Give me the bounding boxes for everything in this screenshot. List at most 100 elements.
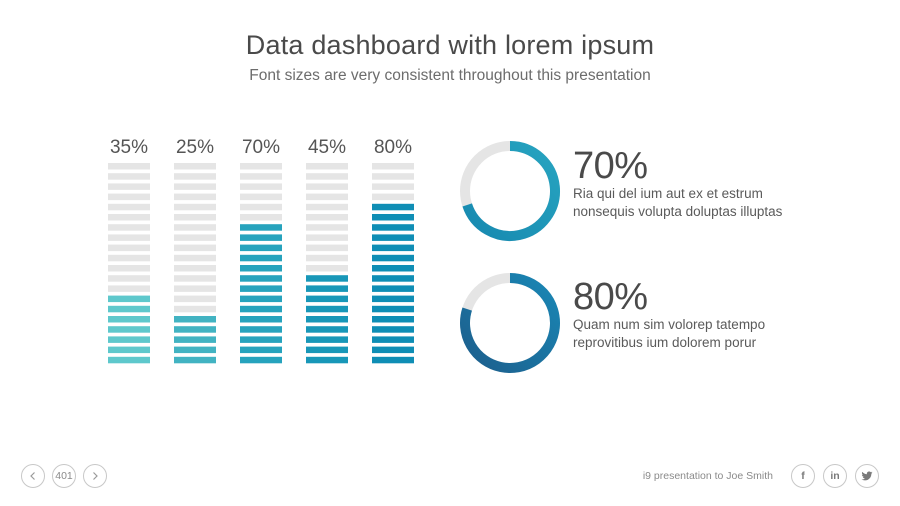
donut-2-text: 80% Quam num sim volorep tatempo reprovi… (573, 278, 765, 352)
bar-segment-filled (240, 346, 282, 354)
bar-segment-empty (306, 254, 348, 262)
bar-segment-filled (372, 326, 414, 333)
bar-segment-filled (306, 275, 348, 282)
bar-segment-filled (306, 316, 348, 323)
bar-segment-empty (174, 285, 216, 292)
donut-1-description-line: nonsequis volupta doluptas illuptas (573, 204, 783, 219)
bar-segment-empty (306, 163, 348, 170)
bar-segment-empty (108, 214, 150, 221)
bar-segment-filled (372, 203, 414, 211)
bar-segment-empty (108, 265, 150, 272)
bar-segment-filled (240, 234, 282, 241)
bar-segment-filled (372, 214, 414, 221)
page-number: 401 (52, 464, 76, 488)
bar-segment-empty (240, 163, 282, 170)
bar-segment-empty (306, 224, 348, 231)
bar-segment-filled (306, 356, 348, 364)
bar-segment-filled (306, 305, 348, 313)
bar-segment-empty (306, 173, 348, 180)
bar-segment-filled (240, 254, 282, 262)
bar-segment-empty (174, 193, 216, 201)
bar-segment-filled (240, 295, 282, 303)
bar-segment-empty (372, 173, 414, 180)
bar-segment-filled (240, 275, 282, 282)
bar-segment-empty (372, 183, 414, 190)
donut-2-description-line: reprovitibus ium dolorem porur (573, 335, 757, 350)
bar-value-label: 35% (110, 137, 148, 158)
bar-segment-filled (372, 275, 414, 282)
bar-segment-empty (174, 163, 216, 170)
bar-segment-filled (306, 326, 348, 333)
bar-segment-filled (240, 356, 282, 364)
bar-value-label: 80% (374, 137, 412, 158)
bar-segment-empty (108, 203, 150, 211)
bar-segment-empty (108, 224, 150, 231)
bar-segment-filled (372, 285, 414, 292)
next-slide-button[interactable] (83, 464, 107, 488)
bar-segment-filled (174, 336, 216, 343)
bar-segment-empty (108, 193, 150, 201)
bar-segment-empty (240, 183, 282, 190)
bar-segment-filled (108, 326, 150, 333)
donut-chart-2 (455, 268, 565, 378)
bar-segment-empty (108, 244, 150, 252)
bar-segment-empty (372, 193, 414, 201)
donut-2-value: 80% (573, 276, 648, 318)
bar-segment-empty (174, 254, 216, 262)
bar-segment-filled (174, 316, 216, 323)
bar-segment-empty (174, 214, 216, 221)
bar-segment-empty (306, 265, 348, 272)
chevron-left-icon (30, 472, 35, 480)
facebook-icon: f (801, 470, 805, 482)
twitter-button[interactable] (855, 464, 879, 488)
bar-segment-empty (108, 254, 150, 262)
bar-segment-empty (306, 183, 348, 190)
bar-segment-filled (108, 305, 150, 313)
bar-segment-filled (240, 336, 282, 343)
donut-1-value: 70% (573, 145, 648, 187)
facebook-button[interactable]: f (791, 464, 815, 488)
donut-1-text: 70% Ria qui del ium aut ex et estrum non… (573, 147, 782, 221)
bar-segment-filled (240, 305, 282, 313)
bar-segment-empty (108, 183, 150, 190)
bar-segment-filled (372, 224, 414, 231)
linkedin-button[interactable]: in (823, 464, 847, 488)
bar-segment-filled (372, 254, 414, 262)
bar-segment-empty (174, 244, 216, 252)
bar-segment-filled (240, 224, 282, 231)
bar-segment-filled (372, 295, 414, 303)
twitter-icon (861, 471, 873, 481)
bar-segment-empty (174, 305, 216, 313)
bar-segment-empty (108, 234, 150, 241)
bar-segment-filled (372, 356, 414, 364)
bar-segment-empty (306, 193, 348, 201)
donut-2-description-line: Quam num sim volorep tatempo (573, 317, 766, 332)
bar-segment-filled (174, 346, 216, 354)
bar-segment-empty (174, 295, 216, 303)
donut-value-arc (460, 273, 560, 373)
bar-segment-filled (240, 326, 282, 333)
donut-value-arc (462, 141, 560, 241)
donut-2-description: Quam num sim volorep tatempo reprovitibu… (573, 316, 765, 352)
bar-segment-filled (372, 265, 414, 272)
bar-segment-empty (174, 203, 216, 211)
prev-slide-button[interactable] (21, 464, 45, 488)
bar-segment-filled (372, 346, 414, 354)
bar-segment-empty (240, 203, 282, 211)
bar-segment-filled (240, 285, 282, 292)
bar-segment-empty (174, 173, 216, 180)
donut-1-description-line: Ria qui del ium aut ex et estrum (573, 186, 763, 201)
bar-segment-filled (108, 316, 150, 323)
bar-segment-filled (174, 356, 216, 364)
bar-segment-empty (174, 275, 216, 282)
bar-value-label: 25% (176, 137, 214, 158)
bar-segment-filled (306, 336, 348, 343)
bar-segment-empty (240, 173, 282, 180)
bar-segment-empty (108, 285, 150, 292)
bar-segment-filled (372, 234, 414, 241)
bar-segment-filled (108, 356, 150, 364)
bar-segment-empty (372, 163, 414, 170)
bar-segment-empty (240, 193, 282, 201)
bar-segment-empty (240, 214, 282, 221)
bar-segment-filled (108, 346, 150, 354)
